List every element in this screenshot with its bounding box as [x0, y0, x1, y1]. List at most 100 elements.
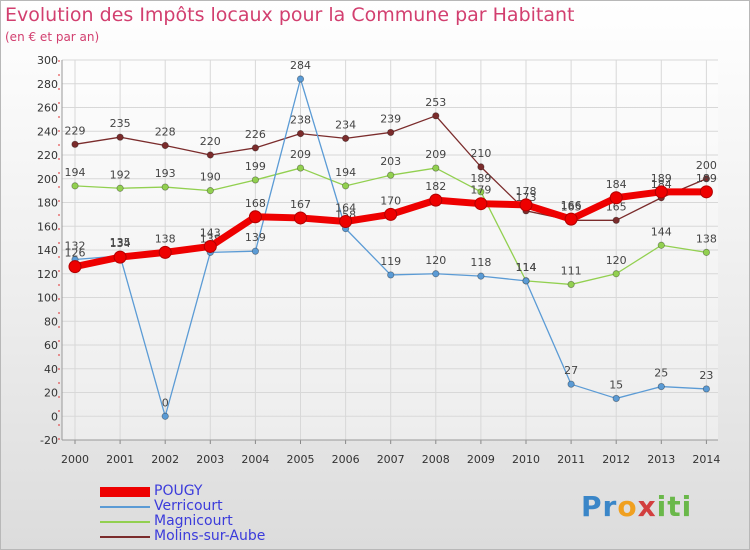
data-point: [387, 128, 395, 137]
data-point: [341, 182, 350, 190]
data-point: [654, 185, 668, 199]
data-label: 234: [335, 118, 356, 131]
data-point: [702, 385, 711, 393]
x-tick-label: 2007: [377, 453, 405, 466]
chart-title: Evolution des Impôts locaux pour la Comm…: [5, 4, 575, 26]
y-tick-label: 160: [37, 220, 58, 233]
x-tick-label: 2013: [647, 453, 675, 466]
data-label: 184: [651, 178, 672, 191]
data-label: 111: [561, 264, 582, 277]
data-point: [161, 183, 169, 191]
data-label: 23: [699, 369, 713, 382]
data-label: 229: [65, 124, 86, 137]
data-label: 209: [425, 148, 446, 161]
data-label: 167: [290, 198, 311, 211]
data-label: 143: [200, 226, 221, 239]
y-tick-label: 20: [44, 387, 58, 400]
data-point: [612, 216, 620, 224]
data-label: 194: [65, 166, 86, 179]
proxiti-logo: Proxiti: [581, 490, 692, 523]
legend-swatch: [100, 521, 150, 523]
x-tick-label: 2012: [602, 453, 630, 466]
data-label: 228: [155, 126, 176, 139]
data-label: 239: [380, 112, 401, 125]
data-point: [474, 197, 488, 211]
x-tick-label: 2014: [692, 453, 720, 466]
data-point: [567, 280, 575, 289]
data-point: [429, 193, 443, 207]
data-label: 119: [380, 255, 401, 268]
data-point: [248, 210, 262, 224]
data-point: [702, 175, 711, 183]
data-label: 120: [425, 254, 446, 267]
data-label: 138: [696, 232, 717, 245]
y-tick-label: 180: [37, 197, 58, 210]
data-point: [203, 239, 217, 253]
data-point: [161, 412, 169, 420]
data-label: 194: [335, 166, 356, 179]
data-point: [387, 171, 395, 179]
data-point: [609, 191, 623, 205]
data-label: 284: [290, 59, 311, 72]
logo-part-1: Pr: [581, 490, 618, 523]
data-label: 226: [245, 128, 266, 141]
data-point: [116, 133, 124, 141]
data-label: 114: [516, 261, 537, 274]
data-label: 0: [162, 396, 169, 409]
data-label: 25: [654, 367, 668, 380]
legend-swatch: [100, 487, 150, 497]
data-label: 199: [245, 160, 266, 173]
x-tick-label: 2003: [196, 453, 224, 466]
data-point: [71, 140, 79, 148]
x-tick-label: 2004: [241, 453, 269, 466]
data-point: [339, 215, 353, 228]
data-label: 164: [335, 202, 356, 215]
data-label: 15: [609, 378, 623, 391]
data-point: [251, 176, 259, 184]
y-tick-label: 80: [44, 315, 58, 328]
data-point: [113, 250, 127, 264]
data-label: 189: [696, 172, 717, 185]
data-label: 182: [425, 180, 446, 193]
legend-label: Verricourt: [154, 498, 223, 514]
data-point: [384, 207, 398, 221]
data-point: [432, 164, 440, 172]
y-tick-label: 140: [37, 244, 58, 257]
y-tick-label: 300: [37, 54, 58, 67]
data-point: [296, 130, 305, 138]
data-label: 139: [245, 231, 266, 244]
y-tick-label: 60: [44, 339, 58, 352]
data-point: [251, 247, 259, 255]
data-point: [341, 134, 350, 142]
data-point: [206, 187, 214, 195]
y-tick-label: 0: [51, 410, 58, 423]
data-point: [657, 382, 665, 391]
data-point: [432, 270, 440, 278]
data-label: 203: [380, 155, 401, 168]
data-label: 170: [380, 194, 401, 207]
data-label: 253: [425, 96, 446, 109]
data-label: 173: [516, 191, 537, 204]
data-point: [612, 394, 620, 403]
x-tick-label: 2000: [61, 453, 89, 466]
data-label: 134: [110, 237, 131, 250]
data-label: 120: [606, 254, 627, 267]
y-tick-label: -20: [40, 434, 58, 447]
x-tick-label: 2005: [287, 453, 315, 466]
data-label: 144: [651, 225, 672, 238]
x-tick-label: 2008: [422, 453, 450, 466]
logo-part-2: o: [617, 490, 638, 523]
data-point: [612, 270, 620, 278]
data-point: [387, 271, 395, 279]
data-point: [158, 245, 172, 259]
legend-label: POUGY: [154, 483, 203, 499]
y-tick-label: 100: [37, 292, 58, 305]
legend-swatch: [100, 536, 150, 538]
data-label: 189: [651, 172, 672, 185]
y-tick-label: 260: [37, 102, 58, 115]
data-label: 209: [290, 148, 311, 161]
data-point: [296, 164, 305, 172]
data-point: [116, 184, 124, 192]
data-point: [206, 151, 214, 159]
